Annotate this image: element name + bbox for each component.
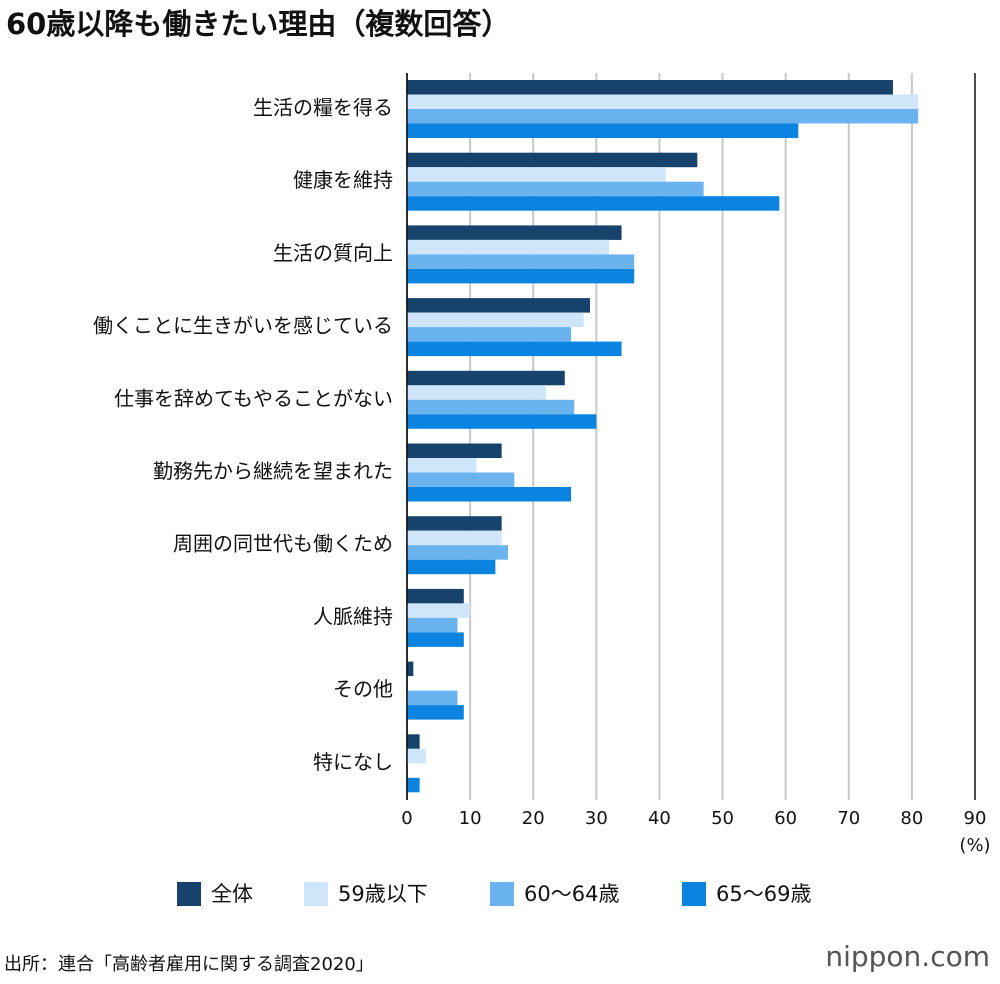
legend-label: 全体 — [211, 882, 253, 906]
bar — [407, 777, 420, 793]
x-tick-label: 10 — [459, 808, 482, 829]
bar — [407, 632, 464, 647]
category-label: 勤務先から継続を望まれた — [153, 459, 393, 483]
bar — [407, 559, 496, 575]
bar — [407, 268, 635, 284]
bar — [407, 312, 584, 328]
category-label: 生活の糧を得る — [253, 96, 393, 120]
legend-label: 65〜69歳 — [716, 882, 811, 906]
x-tick-label: 70 — [837, 808, 860, 829]
x-axis-label: (%) — [959, 835, 990, 856]
x-tick-label: 30 — [585, 808, 608, 829]
bar — [407, 109, 919, 124]
category-label: 人脈維持 — [313, 604, 393, 628]
bar — [407, 239, 609, 255]
bar — [407, 705, 464, 720]
bar — [407, 123, 799, 138]
x-tick-label: 0 — [401, 808, 412, 829]
bar — [407, 370, 565, 386]
bar — [407, 530, 502, 546]
bar — [407, 225, 622, 240]
bar — [407, 472, 515, 487]
bar — [407, 167, 666, 182]
bar — [407, 152, 698, 168]
x-tick-label: 90 — [964, 808, 987, 829]
bar — [407, 414, 597, 429]
legend-swatch — [490, 882, 514, 906]
legend-label: 60〜64歳 — [524, 882, 619, 906]
category-label: その他 — [333, 677, 393, 701]
x-tick-label: 60 — [774, 808, 797, 829]
bar — [407, 588, 464, 604]
x-tick-label: 40 — [648, 808, 671, 829]
bar — [407, 196, 780, 211]
bar — [407, 748, 426, 764]
category-label: 働くことに生きがいを感じている — [93, 314, 393, 338]
bar — [407, 298, 591, 313]
bar — [407, 545, 508, 560]
bar — [407, 181, 704, 197]
bar — [407, 399, 575, 415]
x-tick-label: 80 — [900, 808, 923, 829]
source: 出所：連合「高齢者雇用に関する調査2020」 — [4, 954, 374, 975]
category-label: 生活の質向上 — [273, 241, 393, 265]
bar — [407, 516, 502, 531]
x-tick-label: 50 — [711, 808, 734, 829]
category-label: 特になし — [313, 750, 393, 774]
bar — [407, 443, 502, 458]
bar — [407, 734, 420, 749]
legend-swatch — [682, 882, 706, 906]
category-label: 仕事を辞めてもやることがない — [114, 386, 393, 410]
category-label: 健康を維持 — [293, 168, 393, 192]
bar — [407, 254, 635, 269]
bar — [407, 327, 572, 342]
bar — [407, 690, 458, 706]
bar — [407, 603, 471, 618]
bar — [407, 487, 572, 502]
bar — [407, 661, 414, 677]
legend-swatch — [304, 882, 328, 906]
legend-swatch — [177, 882, 201, 906]
legend-label: 59歳以下 — [338, 882, 428, 906]
x-tick-label: 20 — [522, 808, 545, 829]
bar — [407, 80, 893, 95]
chart-title: 60歳以降も働きたい理由（複数回答） — [6, 7, 510, 41]
bar — [407, 617, 458, 633]
bar — [407, 385, 546, 400]
logo: nippon.com — [825, 940, 990, 973]
bar — [407, 458, 477, 473]
bar — [407, 94, 919, 109]
category-label: 周囲の同世代も働くため — [173, 532, 393, 556]
bar — [407, 341, 622, 357]
